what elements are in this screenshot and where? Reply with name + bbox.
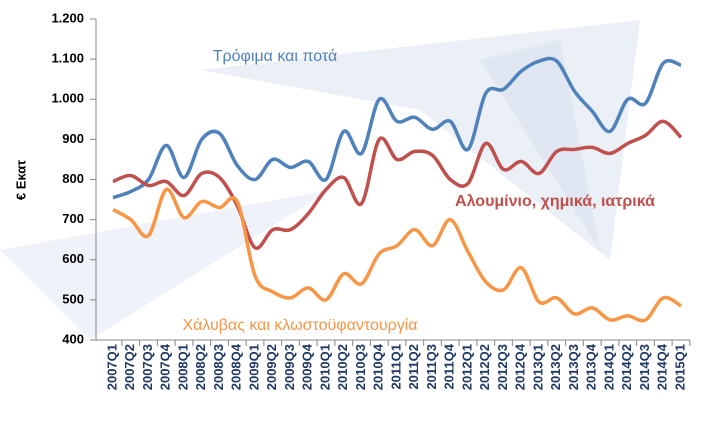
x-tick-label: 2008Q4 xyxy=(229,343,244,390)
x-tick-label: 2012Q2 xyxy=(477,344,492,390)
series-label: Τρόφιμα και ποτά xyxy=(213,48,338,65)
x-tick-label: 2009Q3 xyxy=(282,344,297,390)
x-tick-label: 2007Q4 xyxy=(158,343,173,390)
background-shape xyxy=(480,40,600,250)
x-tick-label: 2013Q2 xyxy=(548,344,563,390)
x-tick-label: 2010Q4 xyxy=(371,343,386,390)
x-tick-label: 2010Q1 xyxy=(317,344,332,390)
x-tick-label: 2008Q3 xyxy=(211,344,226,390)
series-label: Αλουμίνιο, χημικά, ιατρικά xyxy=(455,193,655,210)
x-tick-label: 2009Q1 xyxy=(246,344,261,390)
x-tick-label: 2011Q3 xyxy=(424,344,439,390)
x-tick-label: 2009Q4 xyxy=(300,343,315,390)
background-shape xyxy=(0,190,330,340)
y-tick-label: 400 xyxy=(62,331,84,346)
line-series xyxy=(112,187,682,323)
x-tick-label: 2011Q4 xyxy=(442,343,457,389)
x-tick-label: 2014Q4 xyxy=(655,343,670,390)
x-tick-label: 2014Q2 xyxy=(619,344,634,390)
x-tick-label: 2013Q3 xyxy=(566,344,581,390)
series-label: Χάλυβας και κλωστοϋφαντουργία xyxy=(182,317,417,334)
y-tick-label: 900 xyxy=(62,131,84,146)
x-tick-label: 2012Q4 xyxy=(513,343,528,390)
x-tick-label: 2011Q2 xyxy=(406,344,421,390)
x-tick-label: 2012Q1 xyxy=(459,344,474,390)
y-tick-label: 500 xyxy=(62,291,84,306)
y-tick-label: 600 xyxy=(62,251,84,266)
y-tick-label: 700 xyxy=(62,211,84,226)
x-tick-label: 2007Q1 xyxy=(104,344,119,390)
x-tick-label: 2010Q2 xyxy=(335,344,350,390)
y-tick-label: 800 xyxy=(62,171,84,186)
x-tick-label: 2012Q3 xyxy=(495,344,510,390)
line-series xyxy=(112,56,682,200)
x-tick-label: 2015Q1 xyxy=(672,344,687,390)
x-tick-label: 2013Q4 xyxy=(584,343,599,390)
y-tick-label: 1.100 xyxy=(51,51,84,66)
x-tick-label: 2010Q3 xyxy=(353,344,368,390)
x-tick-label: 2008Q2 xyxy=(193,344,208,390)
x-tick-label: 2013Q1 xyxy=(530,344,545,390)
x-tick-label: 2007Q3 xyxy=(140,344,155,390)
x-tick-label: 2011Q1 xyxy=(388,344,403,390)
x-tick-label: 2009Q2 xyxy=(264,344,279,390)
line-series xyxy=(112,119,683,250)
y-axis-label: € Εκατ xyxy=(13,160,28,200)
x-tick-label: 2014Q3 xyxy=(637,344,652,390)
x-tick-label: 2007Q2 xyxy=(122,344,137,390)
y-tick-label: 1.200 xyxy=(51,10,84,25)
y-tick-label: 1.000 xyxy=(51,91,84,106)
x-tick-label: 2008Q1 xyxy=(175,344,190,390)
x-tick-label: 2014Q1 xyxy=(601,344,616,390)
